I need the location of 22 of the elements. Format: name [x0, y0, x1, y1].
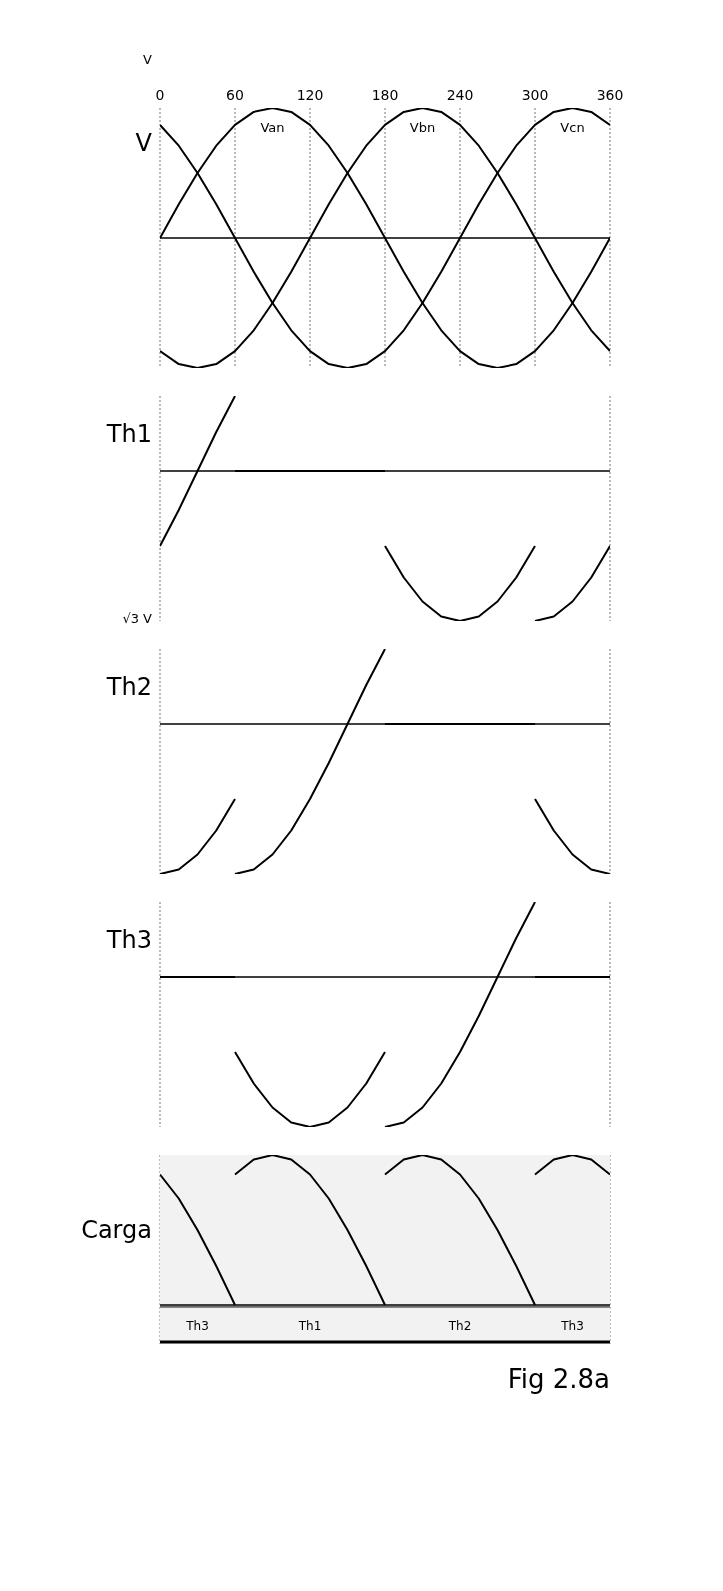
x-tick-label: 360 [596, 87, 624, 103]
caption: Fig 2.8a [506, 1364, 610, 1394]
band-label: Th2 [447, 1319, 472, 1333]
y-axis-title: Carga [81, 1216, 152, 1244]
x-tick-label: 300 [521, 87, 549, 103]
band-label: Th3 [560, 1319, 584, 1333]
text: V [143, 52, 152, 67]
band-label: Th1 [297, 1319, 322, 1333]
y-axis-title: Th3 [106, 925, 152, 954]
x-tick-label: 60 [226, 87, 244, 103]
y-axis-title: Th2 [106, 672, 152, 701]
x-tick-label: 240 [446, 87, 474, 103]
band-label: Th3 [185, 1319, 209, 1333]
x-tick-label: 0 [155, 87, 165, 103]
y-axis-title: Th1 [106, 419, 152, 448]
x-tick-label: 180 [371, 87, 399, 103]
x-tick-label: 120 [296, 87, 324, 103]
series-label: Vcn [560, 120, 585, 135]
series-label: Van [260, 120, 285, 135]
text: √3 V [122, 611, 152, 626]
y-axis-title: V [135, 129, 152, 157]
series-label: Vbn [409, 120, 436, 135]
